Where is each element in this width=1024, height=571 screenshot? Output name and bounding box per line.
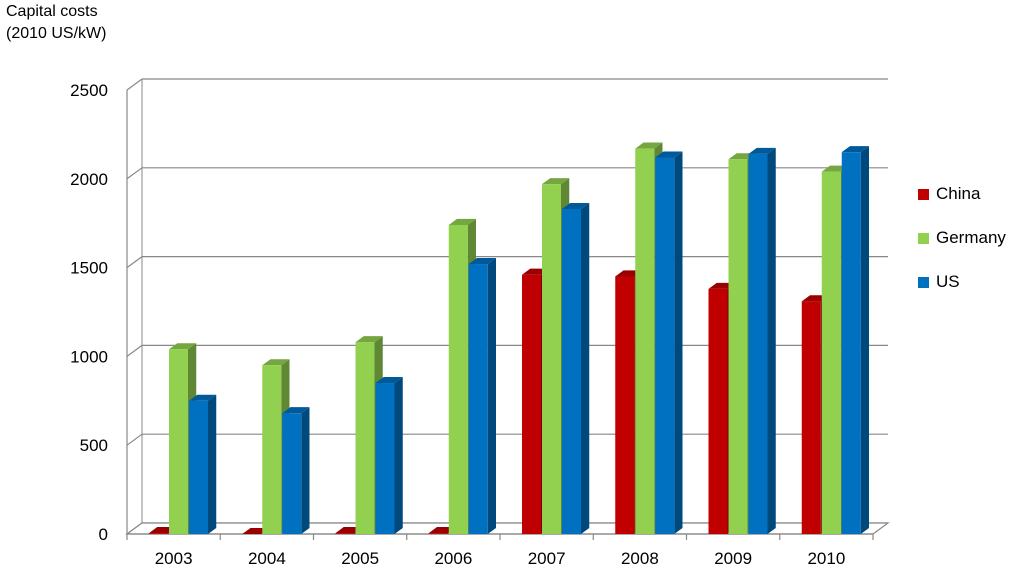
x-tick-label-2006: 2006	[434, 549, 472, 568]
y-tick-label-1000: 1000	[70, 347, 108, 366]
bar-us-2008	[655, 157, 675, 534]
bar-top-us-2005	[375, 376, 403, 384]
bar-top-germany-2003	[169, 343, 197, 350]
bar-us-2005	[375, 383, 395, 534]
bar-china-2005	[335, 533, 355, 534]
bar-top-us-2003	[189, 394, 217, 401]
bar-top-germany-2004	[262, 359, 290, 366]
legend-label-germany: Germany	[936, 228, 1006, 247]
bar-us-2010	[841, 152, 861, 534]
bar-top-germany-2005	[355, 336, 383, 343]
bar-china-2010	[801, 301, 821, 534]
x-tick-label-2004: 2004	[248, 549, 286, 568]
y-tick-label-500: 500	[80, 436, 108, 455]
legend-swatch-china	[918, 188, 929, 200]
bar-side-us-2004	[301, 407, 310, 534]
legend-item-us: US	[918, 260, 1006, 304]
bar-top-us-2004	[282, 407, 310, 414]
x-tick-label-2009: 2009	[714, 549, 752, 568]
gridline-depth-2000	[126, 167, 143, 180]
legend-swatch-germany	[918, 232, 929, 244]
y-tick-label-2500: 2500	[70, 81, 108, 100]
bar-germany-2005	[355, 342, 375, 534]
bar-side-us-2009	[767, 147, 776, 535]
bar-top-us-2009	[748, 147, 776, 154]
y-tick-label-2000: 2000	[70, 170, 108, 189]
bar-side-us-2010	[860, 146, 869, 535]
bar-germany-2004	[262, 365, 282, 534]
bar-china-2006	[428, 533, 448, 534]
legend-label-us: US	[936, 272, 960, 291]
x-tick-label-2007: 2007	[528, 549, 566, 568]
bar-top-us-2006	[468, 257, 496, 265]
bar-top-germany-2006	[448, 218, 476, 225]
bar-top-us-2007	[562, 202, 590, 209]
bar-germany-2007	[542, 184, 561, 535]
bar-us-2006	[468, 264, 488, 534]
gridline-depth-500	[126, 433, 143, 446]
y-tick-label-0: 0	[99, 525, 108, 544]
bar-germany-2003	[169, 349, 188, 534]
x-tick-label-2008: 2008	[621, 549, 659, 568]
bar-top-us-2008	[655, 151, 683, 158]
bar-germany-2009	[728, 159, 748, 534]
bar-china-2007	[522, 274, 541, 534]
y-axis-label-line2: (2010 US/kW)	[6, 25, 107, 42]
bar-germany-2006	[448, 224, 468, 534]
x-tick-label-2005: 2005	[341, 549, 379, 568]
bar-top-us-2010	[841, 146, 869, 153]
bar-side-us-2005	[394, 376, 403, 534]
bar-side-us-2006	[487, 257, 496, 534]
bar-us-2003	[189, 400, 208, 534]
gridline-depth-1500	[126, 256, 143, 269]
bar-side-us-2003	[208, 394, 217, 534]
x-tick-label-2010: 2010	[807, 549, 845, 568]
legend-swatch-us	[918, 276, 929, 288]
legend-item-germany: Germany	[918, 216, 1006, 260]
bar-side-us-2008	[674, 151, 683, 535]
bar-top-germany-2008	[635, 142, 663, 149]
legend-label-china: China	[936, 184, 981, 203]
bar-top-germany-2007	[542, 178, 570, 185]
bar-us-2004	[282, 413, 302, 534]
bar-us-2007	[562, 208, 581, 534]
legend: China Germany US	[918, 172, 1006, 304]
bar-china-2008	[615, 276, 635, 534]
bar-china-2009	[708, 288, 728, 534]
gridline-depth-1000	[126, 344, 143, 357]
bar-germany-2008	[635, 148, 655, 534]
bar-side-us-2007	[581, 202, 590, 534]
bar-china-2003	[149, 533, 168, 534]
gridline-depth-2500	[126, 78, 143, 91]
y-tick-label-1500: 1500	[70, 259, 108, 278]
legend-item-china: China	[918, 172, 1006, 216]
x-tick-label-2003: 2003	[155, 549, 193, 568]
y-axis-label-line1: Capital costs	[6, 3, 98, 20]
bar-us-2009	[748, 153, 768, 534]
bar-germany-2010	[821, 171, 841, 535]
